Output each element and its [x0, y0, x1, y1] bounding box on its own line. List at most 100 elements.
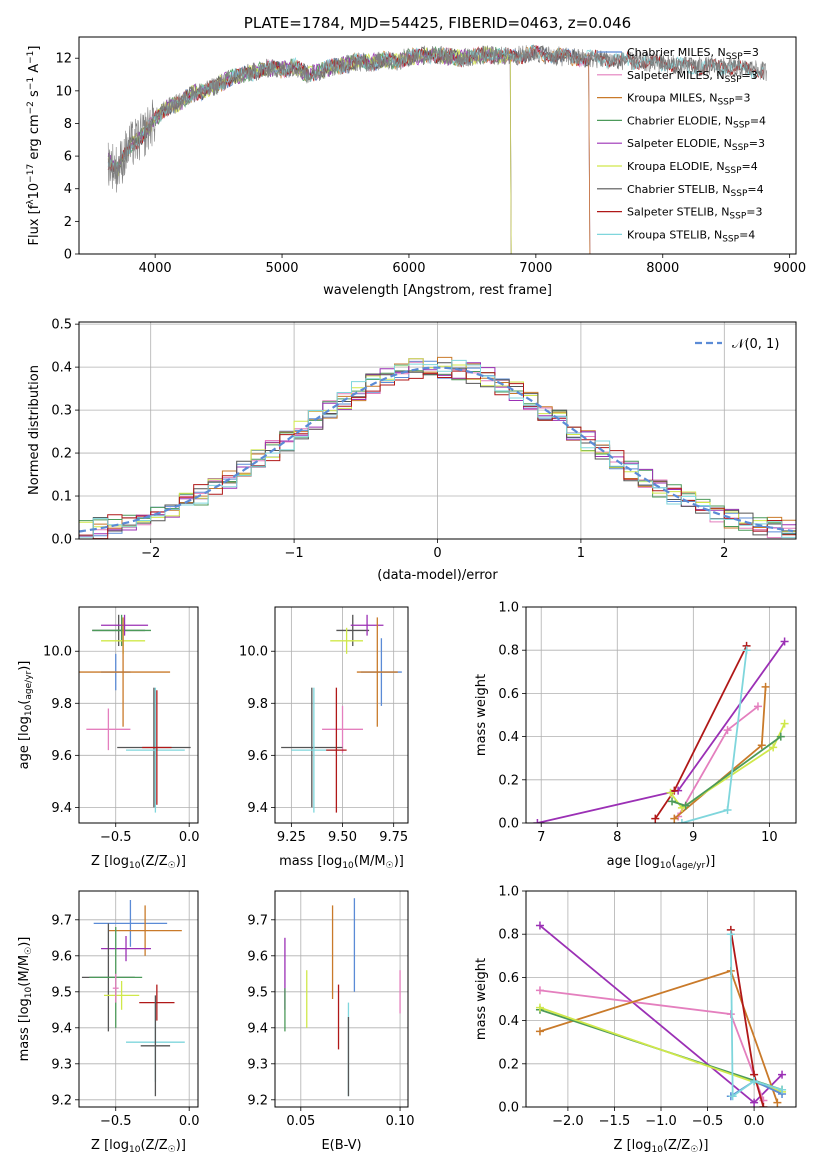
plus-marker: [666, 788, 675, 797]
weight_vs_age-plot-area: [533, 637, 789, 823]
plus-marker: [670, 814, 679, 823]
residuals-ylabel: Normed distribution: [27, 365, 42, 495]
spectrum-ylabel-part: −1: [26, 77, 36, 90]
legend-label-part: =3: [742, 69, 758, 82]
residuals-ytick-label: 0.4: [51, 361, 72, 376]
legend-label: Kroupa STELIB, NSSP=4: [627, 228, 755, 244]
age_vs_mass-xtick-label: 9.50: [328, 830, 357, 845]
mass-vs-Z-xlabel-part: 10: [129, 1145, 141, 1155]
age-vs-mass-xlabel-part: ☉: [386, 861, 394, 871]
legend-label-part: =4: [742, 160, 758, 173]
mass-vs-Z-ylabel-part: )]: [17, 937, 32, 947]
age-vs-Z-ylabel-part: (: [17, 700, 32, 705]
mass-vs-Z-xlabel-part: (Z/Z: [140, 1138, 167, 1153]
age_vs_mass-axes: 9.25 9.50 9.75 9.4 9.6 9.8 10.0 mass [log10(M/M…: [239, 606, 409, 871]
legend-label: Kroupa ELODIE, NSSP=4: [627, 160, 758, 176]
plus-marker: [728, 1092, 737, 1101]
plus-marker: [668, 797, 677, 806]
plus-marker: [651, 814, 660, 823]
legend-label-part: Salpeter MILES, N: [627, 69, 725, 82]
mass-weight-line: [539, 1006, 783, 1093]
residuals-plot-area: [79, 356, 796, 539]
legend-label: Salpeter MILES, NSSP=3: [627, 69, 758, 85]
legend-label-part: SSP: [731, 189, 748, 199]
mass-vs-Z-ylabel-part: (M/M: [17, 955, 32, 987]
spectrum-xtick-label: 4000: [139, 261, 172, 276]
mass_vs_Z-plot-area: [81, 900, 185, 1097]
age-vs-Z-xlabel-part: (Z/Z: [140, 854, 167, 869]
age_vs_mass-ytick-label: 9.4: [247, 801, 268, 816]
residuals-frame: −2 −1 0 1 2 0.0 0.1 0.2 0.3 0.4 0.5 𝒩(0, 1) (data-mo…: [27, 318, 797, 583]
residuals-xlabel: (data-model)/error: [377, 568, 498, 583]
residuals-xtick-label: 0: [433, 546, 441, 561]
weight_vs_Z-axes: −2.0 −1.5 −1.0 −0.5 0.0 0.0 0.2 0.4 0.6 0.8 1.0 Z […: [474, 885, 797, 1155]
spectrum-ylabel: Flux [fλ10−17 erg cm−2 s−1 A−1]: [26, 46, 42, 246]
plus-marker: [535, 1003, 544, 1012]
weight_vs_age-ytick-label: 0.6: [498, 687, 519, 702]
mass_vs_Z-ytick-label: 9.7: [51, 913, 72, 928]
weight_vs_Z-xtick-label: −0.5: [692, 1114, 724, 1129]
mass-vs-Z-ylabel: mass [log10(M/M☉)]: [17, 937, 34, 1062]
mass_vs_ebv-grid: [275, 891, 408, 1107]
age-vs-Z-xlabel-part: 10: [129, 861, 141, 871]
age_vs_mass-ytick-label: 9.8: [247, 697, 268, 712]
weight-vs-age-xlabel-part: )]: [705, 854, 715, 869]
spectrum-plot-area: [107, 43, 768, 254]
weight_vs_Z-ytick-label: 0.4: [498, 1014, 519, 1029]
weight_vs_Z-plot-area: [535, 921, 787, 1107]
legend-label-part: SSP: [725, 75, 742, 85]
spectrum-ytick-label: 8: [64, 117, 72, 132]
spectrum-ylabel-part: A: [27, 64, 42, 77]
age-vs-mass-xlabel-part: mass [log: [279, 854, 342, 869]
age-vs-Z-xlabel-part: ☉: [168, 861, 176, 871]
mass_vs_Z-frame: −0.5 0.09.29.39.49.59.69.7Z [log10(Z/Z☉)]…: [17, 890, 200, 1155]
legend-label-part: =4: [747, 183, 763, 196]
weight-vs-Z-ylabel: mass weight: [474, 958, 489, 1040]
weight_vs_Z-ytick-label: 0.8: [498, 928, 519, 943]
age-vs-Z-xlabel: Z [log10(Z/Z☉)]: [91, 854, 186, 871]
legend-label-part: Salpeter STELIB, N: [627, 206, 729, 219]
age_vs_Z-plot-area: [79, 614, 191, 813]
spectrum-ylabel-part: −1: [26, 51, 36, 64]
spectrum-ylabel-part: s: [27, 90, 42, 101]
mass_vs_ebv-ytick-label: 9.4: [247, 1021, 268, 1036]
spectrum-ylabel-part: ]: [27, 46, 42, 51]
plus-marker: [759, 1103, 768, 1107]
legend-label-part: Kroupa STELIB, N: [627, 228, 722, 241]
weight-vs-age-ylabel: mass weight: [474, 674, 489, 756]
plus-marker: [723, 806, 732, 815]
residuals-ytick-label: 0.2: [51, 447, 72, 462]
mass_vs_Z-ytick-label: 9.3: [51, 1057, 72, 1072]
figure-content: 4000 5000 6000 7000 8000 9000024681012PLATE=1…: [17, 14, 806, 1155]
plus-marker: [780, 719, 789, 728]
weight_vs_Z-ytick-label: 0.6: [498, 971, 519, 986]
spectrum-xtick-label: 8000: [646, 261, 679, 276]
legend-label-part: Kroupa MILES, N: [627, 92, 717, 105]
mass-vs-Z-xlabel-part: ☉: [168, 1145, 176, 1155]
plus-marker: [761, 682, 770, 691]
weight_vs_age-xtick-label: 10: [761, 830, 778, 845]
legend-label: Chabrier STELIB, NSSP=4: [627, 183, 764, 199]
mass_vs_Z-ytick-label: 9.5: [51, 985, 72, 1000]
age_vs_Z-xtick-label: −0.5: [100, 830, 132, 845]
mass-vs-Z-ylabel-part: 10: [24, 986, 34, 998]
mass-vs-Z-xlabel-part: )]: [176, 1138, 186, 1153]
mass_vs_ebv-ytick-label: 9.3: [247, 1057, 268, 1072]
mass_vs_Z-ytick-label: 9.4: [51, 1021, 72, 1036]
legend-label-part: SSP: [722, 234, 739, 244]
spectrum-xtick-label: 6000: [392, 261, 425, 276]
spectrum-ylabel-part: −2: [26, 101, 36, 114]
age-vs-mass-xlabel: mass [log10(M/M☉)]: [279, 854, 404, 871]
legend-label-part: SSP: [729, 212, 746, 222]
residuals-axes: −2 −1 0 1 2 0.0 0.1 0.2 0.3 0.4 0.5 𝒩(0, 1) (data-mo…: [27, 318, 797, 583]
weight-vs-Z-xlabel-part: Z [log: [614, 1138, 652, 1153]
legend-label-part: Kroupa ELODIE, N: [627, 160, 725, 173]
spectrum-title: PLATE=1784, MJD=54425, FIBERID=0463, z=0…: [244, 14, 631, 32]
age-vs-mass-xlabel-part: (M/M: [354, 854, 386, 869]
legend-label-part: SSP: [726, 52, 743, 62]
age_vs_mass-frame: 9.25 9.50 9.75 9.4 9.6 9.8 10.0 mass [log10(M/M…: [239, 606, 409, 871]
weight_vs_age-xtick-label: 9: [689, 830, 697, 845]
age-vs-Z-ylabel-part: )]: [17, 661, 32, 671]
plus-marker: [742, 646, 751, 655]
